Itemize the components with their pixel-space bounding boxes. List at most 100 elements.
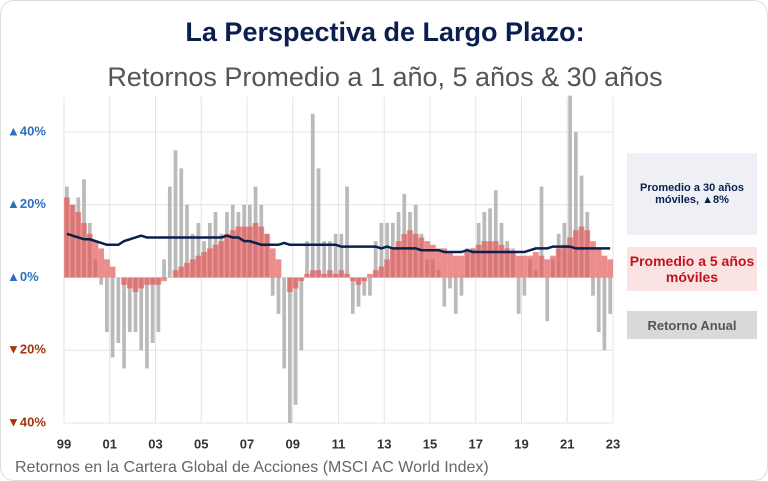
average-bar bbox=[361, 277, 368, 282]
x-tick-label: 23 bbox=[606, 436, 620, 451]
average-bar bbox=[81, 222, 87, 278]
average-bar bbox=[538, 255, 545, 278]
average-bar bbox=[458, 255, 465, 278]
average-bar bbox=[92, 241, 99, 278]
bar bbox=[568, 95, 572, 278]
bar bbox=[545, 277, 550, 322]
bar bbox=[333, 233, 338, 278]
x-tick-label: 21 bbox=[560, 436, 574, 451]
bar bbox=[350, 277, 355, 314]
average-bar bbox=[304, 273, 310, 278]
average-bar bbox=[275, 259, 282, 278]
average-bar bbox=[241, 226, 247, 278]
bar bbox=[293, 277, 298, 405]
average-bar bbox=[75, 212, 82, 278]
average-bar bbox=[86, 233, 93, 278]
bar bbox=[305, 241, 309, 278]
average-bar bbox=[344, 273, 350, 278]
average-bar bbox=[212, 244, 219, 278]
x-tick-label: 15 bbox=[423, 436, 437, 451]
average-bar bbox=[109, 266, 116, 278]
y-tick-label: ▲20% bbox=[7, 196, 46, 211]
bar bbox=[122, 277, 126, 369]
average-bar bbox=[258, 226, 265, 278]
average-bar bbox=[126, 277, 133, 289]
average-bar bbox=[315, 270, 322, 278]
bar bbox=[345, 186, 349, 278]
average-bar bbox=[464, 252, 471, 278]
bar bbox=[539, 186, 544, 278]
bar bbox=[596, 277, 601, 333]
bar bbox=[145, 277, 149, 369]
average-bar bbox=[498, 244, 505, 278]
chart-subtitle: Retornos Promedio a 1 año, 5 años & 30 a… bbox=[107, 62, 663, 92]
bar bbox=[139, 277, 144, 351]
average-bar bbox=[121, 277, 127, 285]
average-bar bbox=[601, 255, 608, 278]
average-bar bbox=[195, 255, 202, 278]
bar bbox=[162, 259, 166, 278]
average-bar bbox=[435, 248, 442, 278]
bar bbox=[299, 277, 304, 351]
bar bbox=[133, 277, 138, 333]
bar bbox=[368, 277, 372, 296]
bar bbox=[190, 233, 195, 278]
average-bar bbox=[475, 244, 482, 278]
bar bbox=[373, 241, 378, 278]
bar bbox=[310, 113, 315, 278]
average-bar bbox=[252, 222, 259, 278]
x-tick-label: 19 bbox=[514, 436, 528, 451]
x-tick-label: 07 bbox=[240, 436, 254, 451]
bar bbox=[179, 168, 184, 278]
average-bar bbox=[510, 252, 516, 278]
average-bar bbox=[532, 252, 539, 278]
average-bar bbox=[189, 259, 196, 278]
bar bbox=[591, 277, 595, 296]
bar bbox=[196, 222, 201, 278]
average-bar bbox=[481, 241, 488, 278]
average-bar bbox=[521, 255, 528, 278]
bar bbox=[459, 277, 464, 296]
average-bar bbox=[555, 248, 562, 278]
bar bbox=[99, 277, 104, 285]
y-tick-label: ▼40% bbox=[7, 414, 46, 429]
bar bbox=[150, 277, 155, 343]
bar bbox=[156, 277, 161, 333]
average-bar bbox=[178, 266, 185, 278]
average-bar bbox=[412, 233, 419, 278]
average-bar bbox=[321, 273, 328, 278]
bar bbox=[522, 277, 527, 296]
bar bbox=[453, 277, 458, 314]
bar bbox=[516, 277, 521, 314]
chart-title: La Perspectiva de Largo Plazo: bbox=[185, 17, 585, 47]
line-series bbox=[66, 232, 611, 254]
bar bbox=[448, 277, 452, 289]
average-bar bbox=[292, 277, 299, 289]
average-bar bbox=[470, 248, 476, 278]
average-bar bbox=[372, 270, 379, 278]
bar bbox=[110, 277, 115, 358]
average-bar bbox=[407, 230, 413, 278]
average-bar bbox=[487, 241, 493, 278]
average-bar bbox=[389, 248, 396, 278]
bar bbox=[116, 277, 121, 343]
average-bar bbox=[64, 197, 70, 278]
average-bar bbox=[355, 277, 362, 285]
x-tick-label: 05 bbox=[194, 436, 208, 451]
average-bar bbox=[378, 266, 385, 278]
bar bbox=[493, 190, 498, 278]
average-bar bbox=[269, 248, 276, 278]
average-bar bbox=[430, 244, 436, 278]
x-tick-label: 01 bbox=[103, 436, 117, 451]
bar bbox=[288, 277, 292, 423]
average-bar bbox=[224, 233, 230, 278]
average-bar bbox=[132, 277, 139, 293]
x-tick-label: 13 bbox=[377, 436, 391, 451]
bar bbox=[167, 186, 172, 278]
bar bbox=[322, 241, 327, 278]
average-bar bbox=[184, 262, 190, 278]
average-bar bbox=[515, 255, 522, 278]
x-tick-label: 09 bbox=[286, 436, 300, 451]
